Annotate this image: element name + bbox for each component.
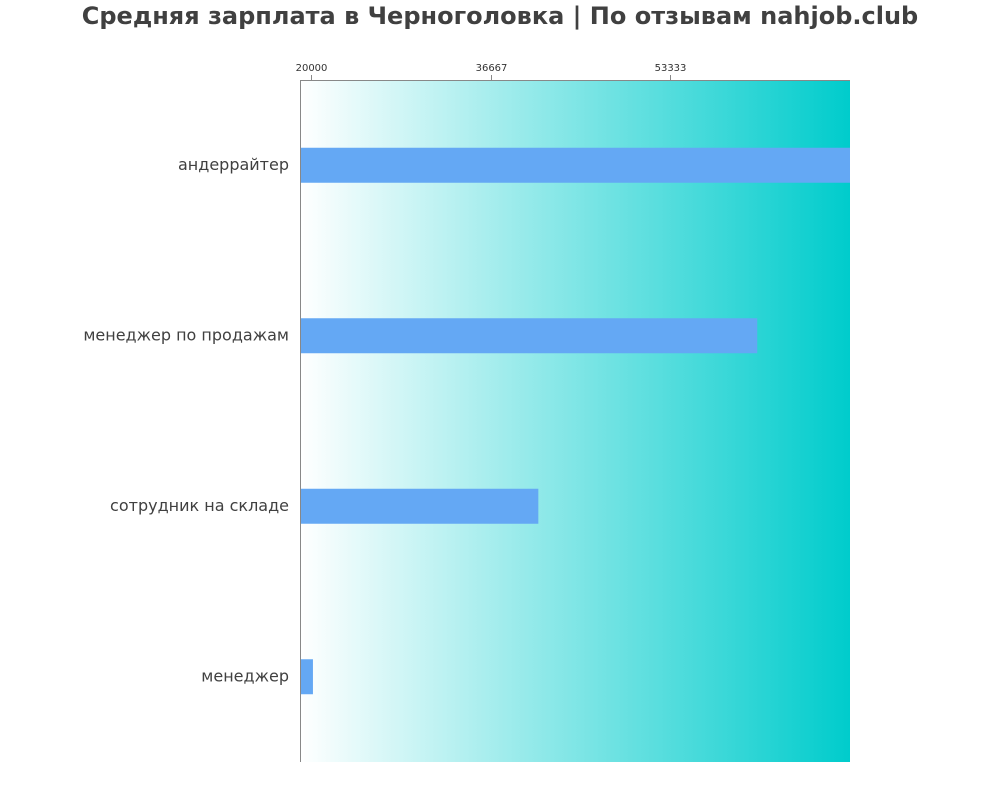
bar: [300, 659, 313, 695]
category-labels: андеррайтер менеджер по продажам сотрудник…: [83, 155, 289, 686]
plot-background: [300, 80, 850, 762]
x-tick-label: 53333: [655, 63, 687, 74]
x-axis: 20000 36667 53333: [296, 63, 850, 762]
x-tick-label: 36667: [476, 63, 508, 74]
category-label: менеджер: [201, 666, 289, 685]
category-label: сотрудник на складе: [110, 496, 289, 515]
bars-group: [300, 147, 850, 695]
x-tick-label: 20000: [296, 63, 328, 74]
category-label: менеджер по продажам: [83, 325, 289, 344]
chart-title: Средняя зарплата в Черноголовка | По отз…: [81, 2, 919, 30]
bar: [300, 488, 539, 524]
bar: [300, 318, 758, 354]
bar: [300, 147, 850, 183]
category-label: андеррайтер: [178, 155, 289, 174]
